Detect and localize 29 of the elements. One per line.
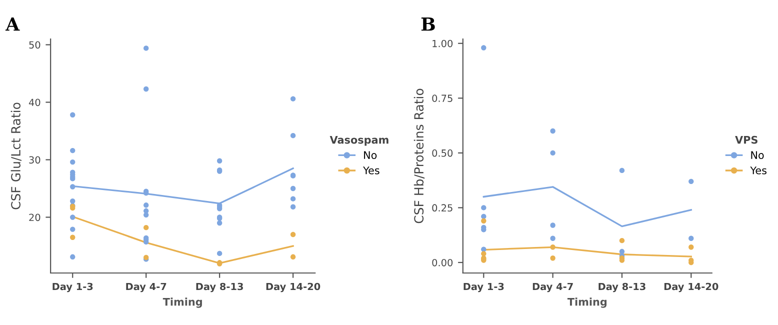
x-tick-label: Day 1-3 <box>52 282 93 292</box>
y-axis-title: CSF Glu/Lct Ratio <box>10 102 22 210</box>
y-axis-title: CSF Hb/Proteins Ratio <box>414 88 425 224</box>
x-tick-label: Day 4-7 <box>126 282 166 292</box>
legend-label: Yes <box>363 166 380 174</box>
legend-label: No <box>751 151 764 160</box>
legend-title: VPS <box>735 136 758 144</box>
y-tick-label: 20 <box>29 214 40 222</box>
x-tick-label: Day 14-20 <box>664 282 718 292</box>
chart-title: B <box>421 18 435 31</box>
legend-label: Yes <box>750 166 766 174</box>
y-tick-label: 50 <box>29 41 40 49</box>
y-tick-label: 0.75 <box>432 94 452 102</box>
x-tick-label: Day 8-13 <box>196 282 243 292</box>
legend-title: Vasospam <box>330 136 388 146</box>
x-axis-title: Timing <box>162 298 202 308</box>
y-tick-label: 0.00 <box>432 258 453 266</box>
legend-label: No <box>364 151 377 160</box>
x-tick-label: Day 1-3 <box>464 282 504 292</box>
x-tick-label: Day 14-20 <box>266 282 320 292</box>
y-tick-label: 0.50 <box>432 149 453 157</box>
y-tick-label: 0.25 <box>432 204 452 212</box>
y-tick-label: 1.00 <box>432 40 453 48</box>
y-tick-label: 30 <box>29 156 40 164</box>
x-axis-title: Timing <box>567 298 606 308</box>
x-tick-label: Day 4-7 <box>532 282 573 292</box>
x-tick-label: Day 8-13 <box>598 282 646 292</box>
chart-title: A <box>5 18 20 31</box>
y-tick-label: 40 <box>28 98 40 106</box>
